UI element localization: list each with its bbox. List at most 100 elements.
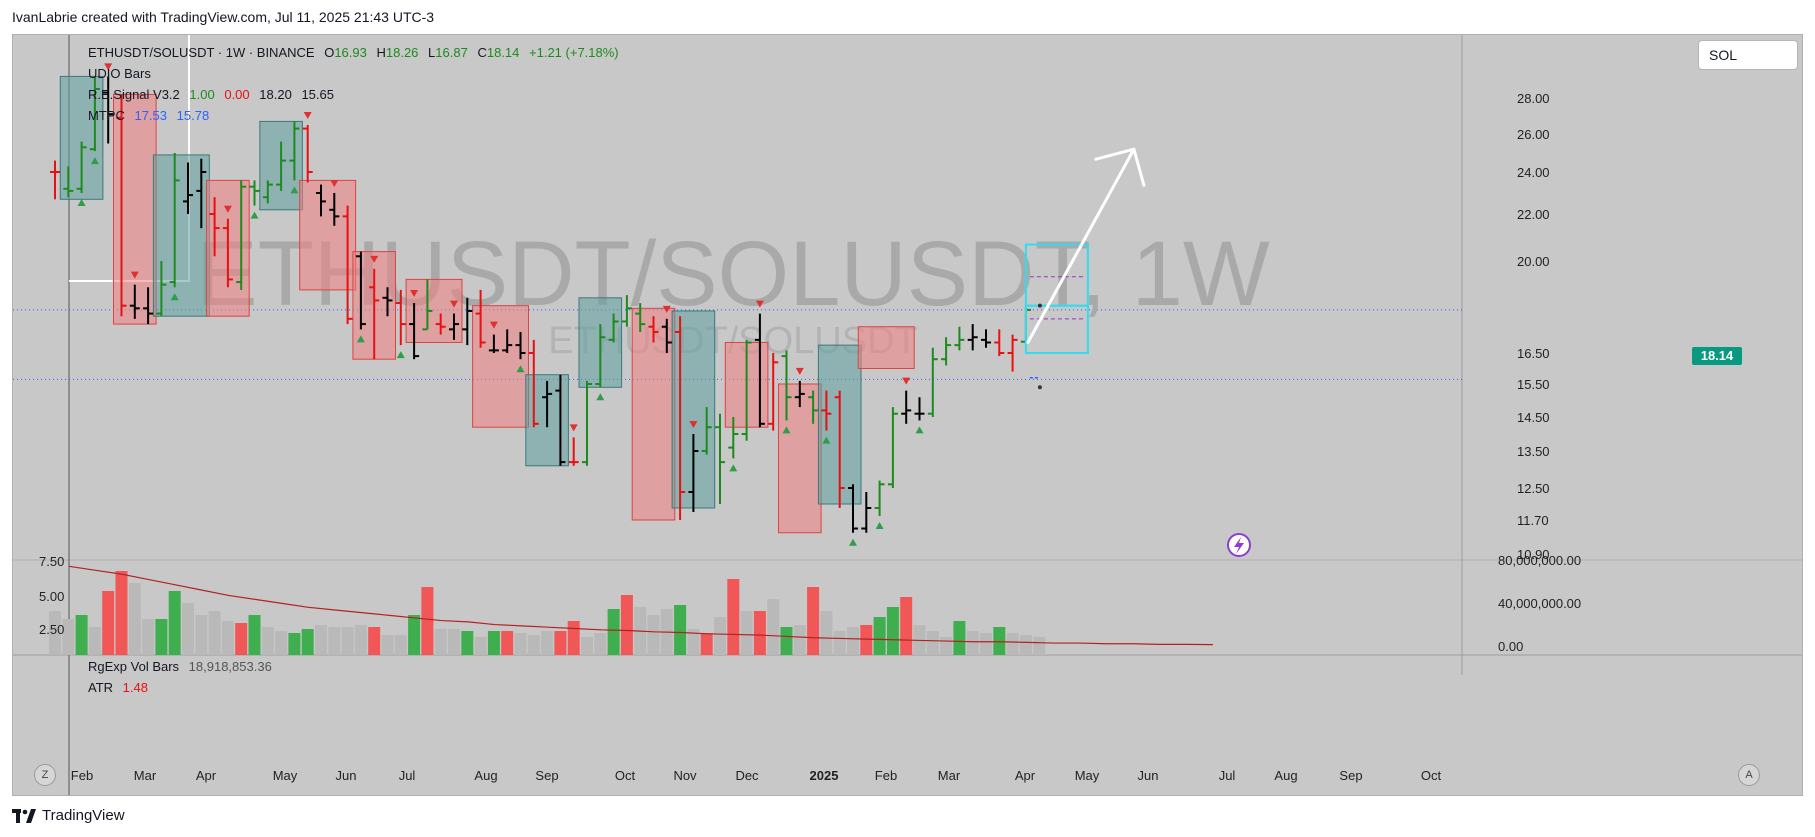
volume-bar xyxy=(727,579,740,655)
buy-signal-marker xyxy=(290,186,299,194)
buy-signal-marker xyxy=(77,199,86,206)
ohlc-bar xyxy=(382,287,393,317)
volume-bar xyxy=(886,607,899,655)
last-price-tag: 18.14 xyxy=(1692,347,1742,365)
buy-signal-marker xyxy=(250,211,259,219)
ohlc-bar xyxy=(395,289,406,346)
chart-area[interactable]: ETHUSDT/SOLUSDT, 1W ETHUSDT/SOLUSDT 28.00 2… xyxy=(12,34,1803,796)
legend-vol-name: RgExp Vol Bars xyxy=(88,659,180,674)
volume-bar xyxy=(261,627,274,655)
time-axis-label: Apr xyxy=(196,768,217,783)
price-axis-label: 22.00 xyxy=(1517,207,1550,222)
legend-volume[interactable]: RgExp Vol Bars 18,918,853.36 xyxy=(88,659,278,674)
ohlc-bar xyxy=(276,141,287,191)
legend-indicator2-v3: 18.20 xyxy=(259,87,292,102)
ohlc-bar xyxy=(156,261,167,317)
volume-bar xyxy=(275,631,288,655)
volume-bar xyxy=(820,611,833,655)
ohlc-bar xyxy=(582,380,592,466)
legend-atr[interactable]: ATR 1.48 xyxy=(88,680,154,695)
volume-bar xyxy=(647,615,660,655)
ohlc-bar xyxy=(1007,334,1018,372)
ohlc-bar xyxy=(754,313,765,428)
legend-indicator2-name: R.E.Signal V3.2 xyxy=(88,87,180,102)
ohlc-bar xyxy=(129,284,140,319)
footer-brand-label: TradingView xyxy=(42,807,125,824)
volume-axis-label: 0.00 xyxy=(1498,639,1523,654)
volume-bar xyxy=(155,619,168,655)
ohlc-bar xyxy=(635,303,646,332)
ohlc-bar xyxy=(143,287,154,325)
ohlc-bar xyxy=(183,162,193,214)
legend-indicator-resignal[interactable]: R.E.Signal V3.2 1.00 0.00 18.20 15.65 xyxy=(88,87,340,102)
ohlc-bar xyxy=(595,324,606,388)
volume-bar xyxy=(248,615,261,655)
ohlc-bar xyxy=(209,197,220,257)
legend-high: 18.26 xyxy=(385,45,419,60)
axis-mask xyxy=(1463,55,1563,63)
volume-bar xyxy=(753,611,766,655)
sell-signal-marker xyxy=(795,367,804,375)
volume-bar xyxy=(900,597,913,655)
footer-brand[interactable]: TradingView xyxy=(12,807,125,824)
volume-bar xyxy=(142,619,155,655)
legend-indicator-udio[interactable]: UDIO Bars xyxy=(88,66,157,81)
volume-bar xyxy=(807,587,820,655)
sell-signal-marker xyxy=(223,205,232,213)
legend-indicator-mtpc[interactable]: MTPC 17.53 15.78 xyxy=(88,108,215,123)
volume-bar xyxy=(328,627,341,655)
volume-bar xyxy=(980,633,992,655)
time-axis-label: Aug xyxy=(474,768,497,783)
ohlc-bar xyxy=(648,316,659,343)
ohlc-bar xyxy=(728,417,739,459)
ohlc-bar xyxy=(302,125,313,183)
volume-bar xyxy=(767,599,780,655)
price-chart[interactable]: ETHUSDT/SOLUSDT, 1WETHUSDT/SOLUSDT28.002… xyxy=(13,35,1802,795)
buy-signal-marker xyxy=(396,351,405,359)
volume-bar xyxy=(102,591,115,655)
volume-bar xyxy=(514,633,527,655)
buy-signal-marker xyxy=(782,426,791,434)
ohlc-bar xyxy=(808,390,819,424)
dot-marker xyxy=(1037,303,1042,308)
volume-bar xyxy=(315,625,327,655)
ohlc-bar xyxy=(63,166,74,198)
volume-bar xyxy=(434,629,447,655)
tradingview-logo-icon xyxy=(12,808,36,823)
ohlc-bar xyxy=(488,334,499,353)
ohlc-bar xyxy=(741,339,752,441)
sell-signal-marker xyxy=(410,290,419,298)
time-axis-label: Feb xyxy=(875,768,897,783)
ohlc-bar xyxy=(262,180,273,204)
ohlc-bar xyxy=(954,326,965,351)
buy-signal-marker xyxy=(516,365,525,373)
volume-bar xyxy=(926,631,939,655)
auto-scale-right-button[interactable]: A xyxy=(1738,764,1760,786)
lightning-icon-bolt xyxy=(1234,537,1244,554)
legend-close-label: C xyxy=(477,45,487,60)
ohlc-bar xyxy=(89,76,100,152)
volume-bar xyxy=(301,629,314,655)
ohlc-bar xyxy=(196,158,207,229)
dot-marker xyxy=(1037,385,1042,390)
buy-signal-marker xyxy=(356,335,365,343)
sell-signal-marker xyxy=(902,377,911,385)
time-axis-label: Jun xyxy=(336,768,357,783)
ohlc-bar xyxy=(103,76,114,144)
volume-bar xyxy=(408,615,421,655)
volume-bar xyxy=(607,609,620,655)
volume-bar xyxy=(780,627,793,655)
ohlc-bar xyxy=(981,329,991,348)
time-axis-label: Oct xyxy=(615,768,636,783)
symbol-compare-input[interactable]: SOL xyxy=(1698,40,1798,70)
auto-scale-left-button[interactable]: Z xyxy=(34,764,56,786)
ohlc-bar xyxy=(435,313,446,335)
ohlc-bar xyxy=(967,324,978,351)
ohlc-bar xyxy=(369,268,380,360)
ohlc-bar xyxy=(528,339,539,428)
volume-bar xyxy=(394,635,407,655)
ohlc-bar xyxy=(542,380,553,428)
price-axis-label: 15.50 xyxy=(1517,377,1550,392)
volume-bar xyxy=(168,591,181,655)
sell-signal-marker xyxy=(370,255,379,263)
